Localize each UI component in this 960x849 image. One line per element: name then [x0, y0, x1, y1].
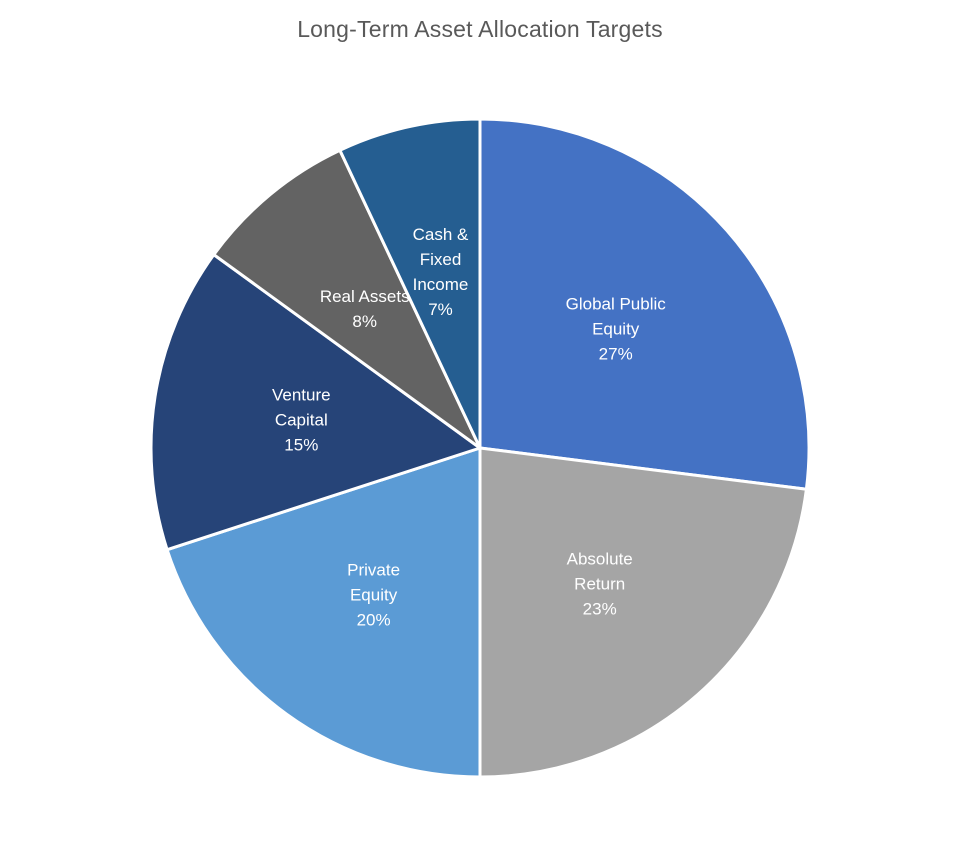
slice-value-label: 23% [583, 600, 617, 619]
slice-label-group: Cash & Fixed Income 7% [413, 225, 469, 319]
slice-category-label: Private [347, 560, 400, 579]
slice-label-group: Private Equity 20% [347, 560, 400, 629]
slice-category-label: Equity [592, 319, 640, 338]
pie-slice [149, 253, 482, 552]
slices-layer [149, 117, 811, 779]
pie-slice [212, 148, 482, 450]
chart-title: Long-Term Asset Allocation Targets [297, 16, 663, 42]
labels-layer: Global Public Equity 27% Absolute Return 23% P… [272, 225, 666, 630]
slice-category-label: Return [574, 575, 625, 594]
slice-value-label: 20% [357, 610, 391, 629]
slice-label-group: Real Assets 8% [320, 287, 410, 331]
slice-value-label: 7% [428, 300, 453, 319]
slice-category-label: Fixed [420, 250, 462, 269]
slice-value-label: 8% [352, 312, 377, 331]
slice-category-label: Real Assets [320, 287, 410, 306]
slice-category-label: Capital [275, 411, 328, 430]
slice-category-label: Cash & [413, 225, 469, 244]
slice-category-label: Venture [272, 386, 331, 405]
slice-category-label: Income [413, 275, 469, 294]
slice-label-group: Venture Capital 15% [272, 386, 331, 455]
pie-slice [338, 117, 482, 450]
slice-label-group: Global Public Equity 27% [566, 294, 667, 363]
pie-slice [478, 117, 811, 491]
pie-slice [165, 446, 482, 779]
slice-label-group: Absolute Return 23% [567, 550, 633, 619]
slice-value-label: 27% [599, 344, 633, 363]
slice-category-label: Absolute [567, 550, 633, 569]
slice-value-label: 15% [284, 436, 318, 455]
pie-slice [478, 446, 808, 779]
slice-category-label: Global Public [566, 294, 667, 313]
slice-category-label: Equity [350, 585, 398, 604]
